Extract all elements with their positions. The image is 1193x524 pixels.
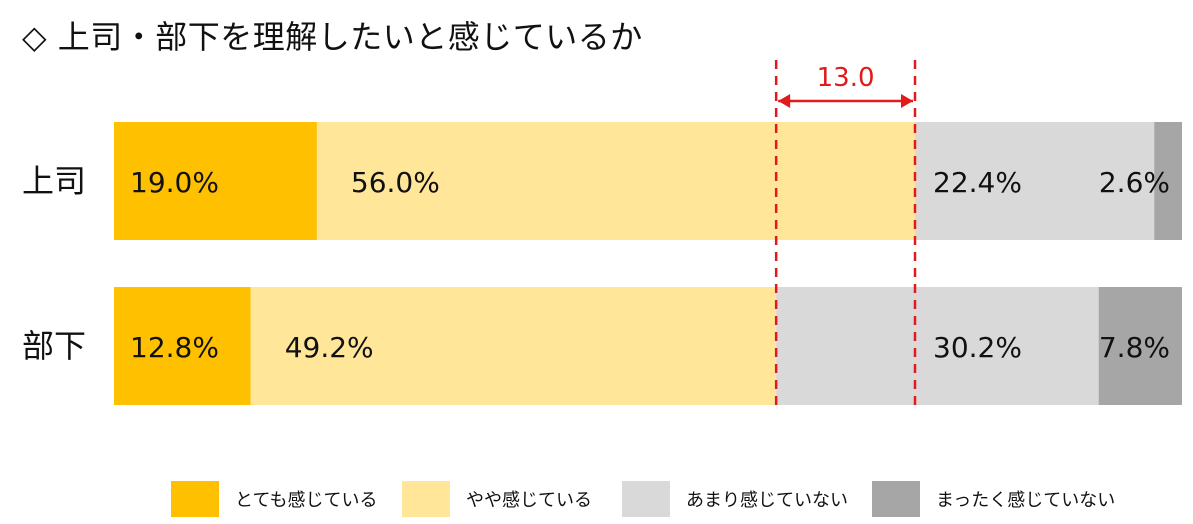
value-label-0-1: 56.0% (351, 166, 440, 199)
bar-segment-0-2 (915, 122, 1155, 240)
legend-label-2: あまり感じていない (686, 490, 848, 511)
bar-segment-1-0 (114, 287, 251, 405)
legend: とても感じている やや感じている あまり感じていない まったく感じていない (171, 481, 1115, 517)
legend-label-1: やや感じている (466, 490, 592, 511)
bar-segment-1-3 (1098, 287, 1182, 405)
row-label-0: 上司 (22, 162, 86, 200)
value-label-1-3: 7.8% (1099, 331, 1170, 364)
bar-segment-0-1 (316, 122, 915, 240)
annotation-arrowhead-right (901, 94, 913, 108)
value-label-0-2: 22.4% (933, 166, 1022, 199)
bar-segment-0-3 (1154, 122, 1182, 240)
value-label-1-1: 49.2% (285, 331, 374, 364)
value-label-1-2: 30.2% (933, 331, 1022, 364)
legend-label-0: とても感じている (235, 490, 378, 511)
chart-title: ◇ 上司・部下を理解したいと感じているか (22, 18, 643, 56)
bar-segment-1-2 (776, 287, 1099, 405)
annotation-arrowhead-left (778, 94, 791, 108)
value-label-0-3: 2.6% (1099, 166, 1170, 199)
difference-annotation: 13.0 (774, 60, 917, 410)
annotation-label: 13.0 (817, 63, 875, 93)
legend-swatch-2 (622, 481, 670, 517)
bar-segment-0-0 (114, 122, 317, 240)
value-label-0-0: 19.0% (130, 166, 219, 199)
value-label-1-0: 12.8% (130, 331, 219, 364)
legend-swatch-3 (872, 481, 920, 517)
bar-segment-1-1 (250, 287, 777, 405)
legend-label-3: まったく感じていない (936, 490, 1115, 511)
row-label-1: 部下 (22, 327, 86, 365)
bars-layer: 上司 19.0% 56.0% 22.4% 2.6% 部下 12.8% 49.2% 30.2% 7.… (22, 122, 1182, 405)
legend-swatch-0 (171, 481, 219, 517)
legend-swatch-1 (402, 481, 450, 517)
